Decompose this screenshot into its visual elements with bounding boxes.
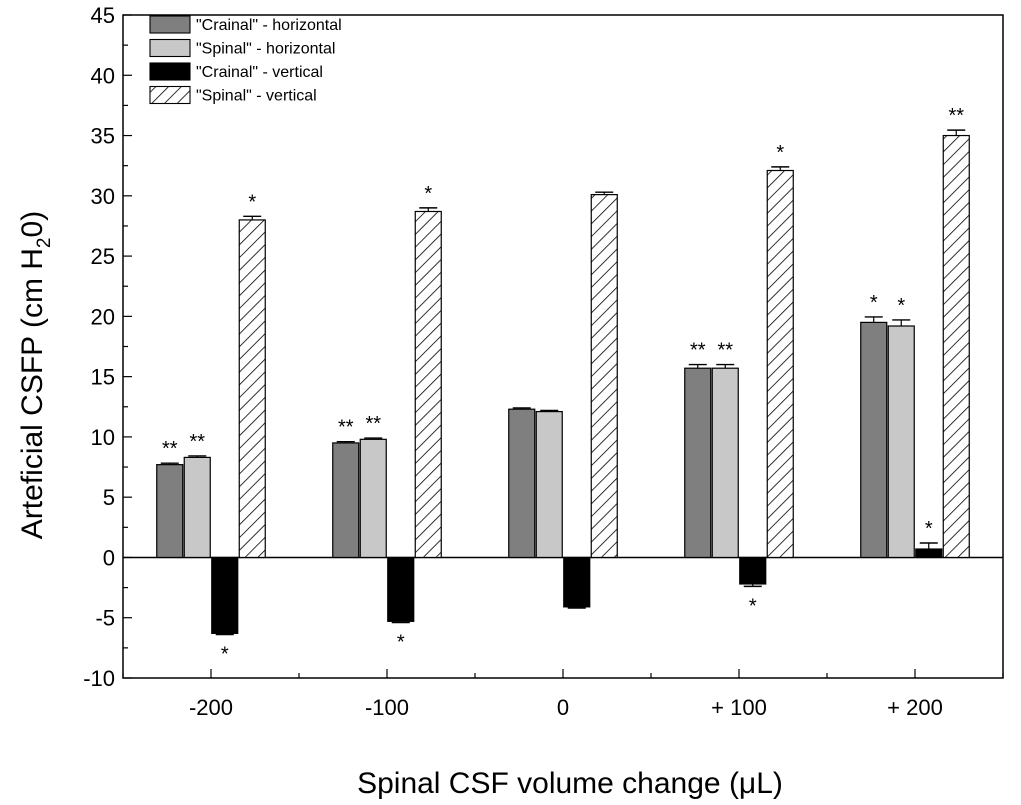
- bar: [860, 321, 888, 559]
- bar: [359, 438, 387, 559]
- bar: [684, 367, 712, 559]
- y-axis-title-main: Arteficial CSFP (cm H: [16, 248, 49, 539]
- bar-series-group: [156, 129, 970, 636]
- legend-swatch: [149, 62, 191, 81]
- bar: [414, 210, 442, 559]
- y-tick-label: 20: [91, 304, 115, 329]
- x-axis: -200 -100 0 + 100 + 200: [122, 669, 1004, 720]
- significance-label: **: [365, 413, 381, 435]
- y-tick-label: 10: [91, 425, 115, 450]
- x-axis-title: Spinal CSF volume change (μL): [357, 767, 783, 800]
- significance-label: *: [424, 183, 432, 205]
- y-axis-title: Arteficial CSFP (cm H20): [16, 211, 55, 539]
- y-axis-title-subscript: 2: [34, 237, 55, 248]
- bar: [739, 556, 767, 585]
- y-tick-label: -5: [95, 606, 115, 631]
- legend-label: "Spinal" - vertical: [196, 88, 317, 105]
- y-tick-label: 30: [91, 184, 115, 209]
- legend-label: "Spinal" - horizontal: [196, 41, 335, 58]
- y-tick-label: 25: [91, 244, 115, 269]
- significance-label: *: [221, 644, 229, 666]
- bar: [211, 556, 239, 634]
- y-tick-label: 40: [91, 63, 115, 88]
- significance-label: *: [397, 632, 405, 654]
- bar: [332, 442, 360, 559]
- bar: [915, 548, 943, 559]
- bar: [942, 134, 970, 559]
- significance-label: **: [717, 340, 733, 362]
- significance-markers: ******************* ****: [162, 105, 964, 665]
- bar: [590, 194, 618, 559]
- x-tick-label: + 200: [887, 695, 943, 720]
- bar: [535, 410, 563, 559]
- y-axis-title-end: 0): [16, 211, 49, 238]
- y-tick-label: -10: [83, 666, 115, 691]
- bar: [387, 556, 415, 622]
- significance-label: **: [162, 438, 178, 460]
- significance-label: **: [690, 340, 706, 362]
- y-tick-label: 15: [91, 365, 115, 390]
- y-tick-label: 0: [103, 545, 115, 570]
- y-tick-label: 45: [91, 3, 115, 28]
- x-tick-label: 0: [557, 695, 569, 720]
- y-axis: 45 40 35 30 25 20 15 10 5 0 -5 -10: [83, 3, 132, 691]
- significance-label: *: [248, 191, 256, 213]
- significance-label: **: [948, 105, 964, 127]
- bar: [238, 219, 266, 559]
- bar: [711, 367, 739, 559]
- bar: [563, 556, 591, 608]
- y-tick-label: 5: [103, 485, 115, 510]
- significance-label: **: [189, 431, 205, 453]
- legend: "Crainal" - horizontal "Spinal" - horizon…: [149, 15, 342, 105]
- significance-label: *: [925, 518, 933, 540]
- legend-swatch: [149, 85, 191, 105]
- legend-label: "Crainal" - horizontal: [196, 17, 342, 34]
- x-tick-label: -200: [189, 695, 233, 720]
- bar: [508, 408, 536, 559]
- y-tick-label: 35: [91, 124, 115, 149]
- bar: [183, 456, 211, 559]
- bar: [766, 169, 794, 559]
- significance-label: *: [776, 142, 784, 164]
- bar: [887, 325, 915, 559]
- legend-label: "Crainal" - vertical: [196, 64, 323, 81]
- significance-label: *: [749, 595, 757, 617]
- bar: [156, 464, 184, 559]
- legend-swatch: [149, 38, 191, 58]
- significance-label: *: [870, 292, 878, 314]
- significance-label: *: [897, 295, 905, 317]
- x-tick-label: -100: [365, 695, 409, 720]
- significance-label: **: [338, 417, 354, 439]
- legend-swatch: [149, 15, 191, 34]
- x-tick-label: + 100: [711, 695, 767, 720]
